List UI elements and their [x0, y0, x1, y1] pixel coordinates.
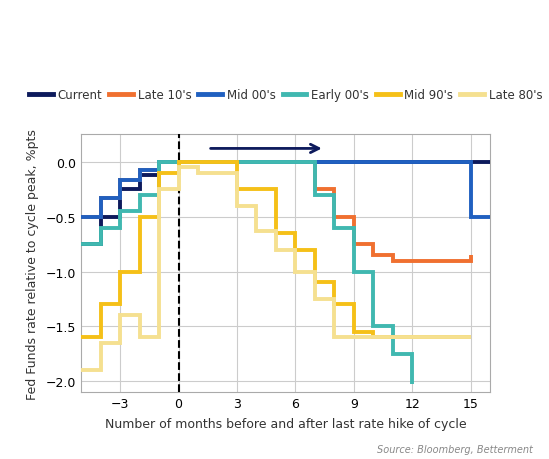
Y-axis label: Fed Funds rate relative to cycle peak, %pts: Fed Funds rate relative to cycle peak, %…: [26, 129, 39, 399]
Text: Source: Bloomberg, Betterment: Source: Bloomberg, Betterment: [377, 444, 533, 454]
Legend: Current, Late 10's, Mid 00's, Early 00's, Mid 90's, Late 80's: Current, Late 10's, Mid 00's, Early 00's…: [29, 89, 542, 102]
X-axis label: Number of months before and after last rate hike of cycle: Number of months before and after last r…: [105, 417, 467, 430]
